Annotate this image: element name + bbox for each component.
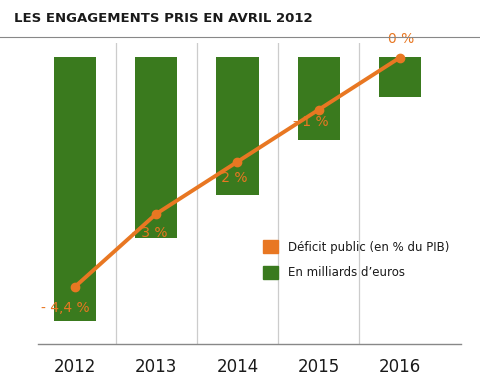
Bar [298,57,340,140]
Text: - 14: - 14 [386,75,413,89]
Text: - 2 %: - 2 % [212,171,247,185]
Bar [216,57,259,195]
Text: - 48: - 48 [224,172,251,187]
Text: LES ENGAGEMENTS PRIS EN AVRIL 2012: LES ENGAGEMENTS PRIS EN AVRIL 2012 [14,12,313,25]
Bar [135,57,177,238]
Text: 0 %: 0 % [388,32,415,46]
Text: - 92: - 92 [61,299,88,312]
Text: - 3 %: - 3 % [132,226,168,240]
Bar [379,57,421,97]
Text: - 4,4 %: - 4,4 % [41,301,89,316]
Text: - 29: - 29 [305,118,332,132]
Legend: Déficit public (en % du PIB), En milliards d’euros: Déficit public (en % du PIB), En milliar… [257,235,455,285]
Text: - 63: - 63 [143,215,169,230]
Bar [54,57,96,321]
Text: - 1 %: - 1 % [293,115,328,129]
